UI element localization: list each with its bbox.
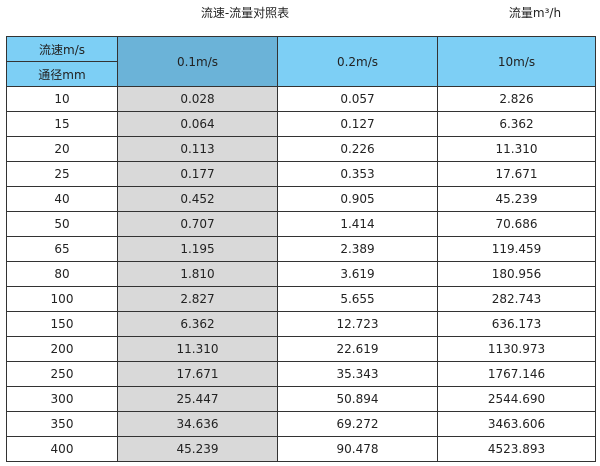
table-row: 100 2.827 5.655 282.743 xyxy=(6,286,596,312)
flow-cell: 1130.973 xyxy=(437,336,596,362)
flow-cell: 0.452 xyxy=(117,186,278,212)
diameter-cell: 50 xyxy=(6,211,118,237)
flow-cell: 2.389 xyxy=(277,236,438,262)
flow-cell: 45.239 xyxy=(117,436,278,462)
flow-cell: 12.723 xyxy=(277,311,438,337)
flow-cell: 50.894 xyxy=(277,386,438,412)
flow-cell: 119.459 xyxy=(437,236,596,262)
flow-cell: 17.671 xyxy=(117,361,278,387)
table-title: 流速-流量对照表 xyxy=(200,6,290,20)
table-row: 200 11.310 22.619 1130.973 xyxy=(6,336,596,362)
diameter-cell: 250 xyxy=(6,361,118,387)
diameter-cell: 15 xyxy=(6,111,118,137)
table-row: 40 0.452 0.905 45.239 xyxy=(6,186,596,212)
velocity-header: 流速m/s xyxy=(6,36,118,62)
diameter-cell: 400 xyxy=(6,436,118,462)
table-row: 250 17.671 35.343 1767.146 xyxy=(6,361,596,387)
flow-cell: 2.827 xyxy=(117,286,278,312)
flow-cell: 0.353 xyxy=(277,161,438,187)
flow-cell: 90.478 xyxy=(277,436,438,462)
flow-cell: 1.195 xyxy=(117,236,278,262)
flow-cell: 2544.690 xyxy=(437,386,596,412)
table-row: 150 6.362 12.723 636.173 xyxy=(6,311,596,337)
flow-cell: 11.310 xyxy=(117,336,278,362)
flow-cell: 1.414 xyxy=(277,211,438,237)
diameter-cell: 25 xyxy=(6,161,118,187)
table-row: 300 25.447 50.894 2544.690 xyxy=(6,386,596,412)
table-row: 350 34.636 69.272 3463.606 xyxy=(6,411,596,437)
flow-cell: 0.028 xyxy=(117,86,278,112)
flow-cell: 22.619 xyxy=(277,336,438,362)
flow-cell: 0.177 xyxy=(117,161,278,187)
column-header: 0.1m/s xyxy=(117,36,278,87)
diameter-cell: 20 xyxy=(6,136,118,162)
flow-cell: 45.239 xyxy=(437,186,596,212)
diameter-cell: 300 xyxy=(6,386,118,412)
diameter-cell: 100 xyxy=(6,286,118,312)
flow-cell: 0.057 xyxy=(277,86,438,112)
diameter-cell: 200 xyxy=(6,336,118,362)
flow-cell: 35.343 xyxy=(277,361,438,387)
column-header: 0.2m/s xyxy=(277,36,438,87)
diameter-cell: 350 xyxy=(6,411,118,437)
flow-cell: 0.064 xyxy=(117,111,278,137)
flow-cell: 1.810 xyxy=(117,261,278,287)
table-row: 15 0.064 0.127 6.362 xyxy=(6,111,596,137)
table-row: 65 1.195 2.389 119.459 xyxy=(6,236,596,262)
flow-cell: 17.671 xyxy=(437,161,596,187)
flow-cell: 0.113 xyxy=(117,136,278,162)
flow-table: 流速m/s 0.1m/s 0.2m/s 10m/s 通径mm 10 0.028 0.… xyxy=(6,36,596,462)
flow-cell: 0.127 xyxy=(277,111,438,137)
diameter-cell: 10 xyxy=(6,86,118,112)
flow-cell: 180.956 xyxy=(437,261,596,287)
flow-cell: 34.636 xyxy=(117,411,278,437)
flow-cell: 0.905 xyxy=(277,186,438,212)
flow-cell: 636.173 xyxy=(437,311,596,337)
flow-cell: 6.362 xyxy=(437,111,596,137)
table-row: 400 45.239 90.478 4523.893 xyxy=(6,436,596,462)
flow-cell: 282.743 xyxy=(437,286,596,312)
column-header: 10m/s xyxy=(437,36,596,87)
flow-cell: 70.686 xyxy=(437,211,596,237)
unit-label: 流量m³/h xyxy=(508,6,562,20)
table-row: 10 0.028 0.057 2.826 xyxy=(6,86,596,112)
flow-cell: 0.226 xyxy=(277,136,438,162)
diameter-header: 通径mm xyxy=(6,61,118,87)
flow-cell: 0.707 xyxy=(117,211,278,237)
flow-cell: 3463.606 xyxy=(437,411,596,437)
table-row: 50 0.707 1.414 70.686 xyxy=(6,211,596,237)
table-row: 80 1.810 3.619 180.956 xyxy=(6,261,596,287)
diameter-cell: 65 xyxy=(6,236,118,262)
flow-cell: 69.272 xyxy=(277,411,438,437)
flow-cell: 1767.146 xyxy=(437,361,596,387)
table-row: 25 0.177 0.353 17.671 xyxy=(6,161,596,187)
diameter-cell: 150 xyxy=(6,311,118,337)
flow-cell: 25.447 xyxy=(117,386,278,412)
diameter-cell: 80 xyxy=(6,261,118,287)
flow-cell: 2.826 xyxy=(437,86,596,112)
flow-cell: 11.310 xyxy=(437,136,596,162)
table-row: 20 0.113 0.226 11.310 xyxy=(6,136,596,162)
flow-cell: 4523.893 xyxy=(437,436,596,462)
flow-cell: 6.362 xyxy=(117,311,278,337)
flow-cell: 5.655 xyxy=(277,286,438,312)
flow-cell: 3.619 xyxy=(277,261,438,287)
diameter-cell: 40 xyxy=(6,186,118,212)
